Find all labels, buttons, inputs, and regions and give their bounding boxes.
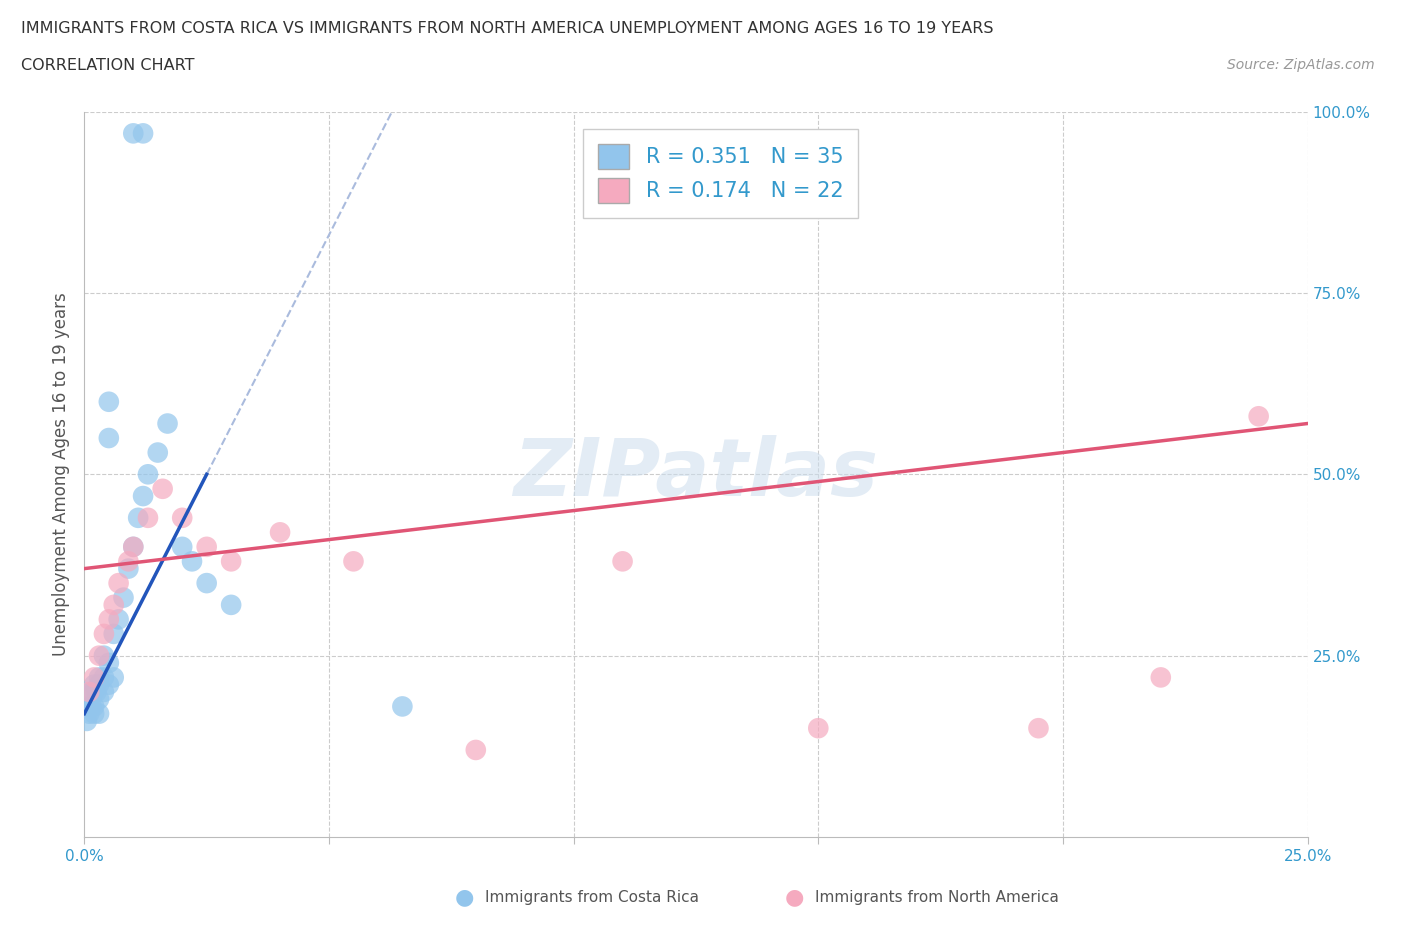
Point (93, 670, 115, 684)
Point (83, 677, 105, 692)
Legend: R = 0.351   N = 35, R = 0.174   N = 22: R = 0.351 N = 35, R = 0.174 N = 22 (583, 129, 858, 218)
Point (172, 539, 194, 554)
Point (76, 713, 98, 728)
Text: CORRELATION CHART: CORRELATION CHART (21, 58, 194, 73)
Point (146, 445, 169, 460)
Point (1150, 670, 1173, 684)
Point (152, 482, 174, 497)
Point (156, 416, 179, 431)
Point (93, 627, 115, 642)
Text: ●: ● (785, 886, 804, 907)
Point (122, 539, 145, 554)
Point (103, 597, 125, 612)
Point (807, 721, 830, 736)
Point (83, 706, 105, 721)
Text: ZIPatlas: ZIPatlas (513, 435, 879, 513)
Point (117, 554, 139, 569)
Text: Source: ZipAtlas.com: Source: ZipAtlas.com (1227, 58, 1375, 72)
Point (342, 554, 364, 569)
Point (87, 677, 110, 692)
Point (83, 670, 105, 684)
Point (107, 576, 129, 591)
Point (136, 467, 159, 482)
Point (103, 627, 125, 642)
Point (136, 511, 159, 525)
Text: IMMIGRANTS FROM COSTA RICA VS IMMIGRANTS FROM NORTH AMERICA UNEMPLOYMENT AMONG A: IMMIGRANTS FROM COSTA RICA VS IMMIGRANTS… (21, 21, 994, 36)
Point (77, 699, 100, 714)
Point (80, 684, 103, 699)
Point (97, 677, 120, 692)
Point (87, 706, 110, 721)
Point (97, 656, 120, 671)
Point (122, 539, 145, 554)
Point (181, 554, 204, 569)
Point (93, 648, 115, 663)
Point (80, 699, 103, 714)
Y-axis label: Unemployment Among Ages 16 to 19 years: Unemployment Among Ages 16 to 19 years (52, 292, 70, 657)
Point (127, 511, 149, 525)
Point (97, 431, 120, 445)
Point (97, 612, 120, 627)
Point (87, 670, 110, 684)
Point (112, 591, 135, 605)
Point (122, 126, 145, 140)
Point (83, 684, 105, 699)
Point (87, 692, 110, 707)
Point (195, 576, 218, 591)
Text: Immigrants from North America: Immigrants from North America (815, 890, 1059, 905)
Point (117, 561, 139, 576)
Point (612, 554, 634, 569)
Point (172, 511, 194, 525)
Point (269, 525, 291, 539)
Text: ●: ● (454, 886, 474, 907)
Text: Immigrants from Costa Rica: Immigrants from Costa Rica (485, 890, 699, 905)
Point (219, 554, 242, 569)
Point (1028, 721, 1050, 736)
Point (132, 488, 155, 503)
Point (93, 684, 115, 699)
Point (195, 539, 218, 554)
Point (97, 394, 120, 409)
Point (132, 126, 155, 140)
Point (83, 699, 105, 714)
Point (1247, 409, 1270, 424)
Point (77, 706, 100, 721)
Point (77, 684, 100, 699)
Point (103, 670, 125, 684)
Point (87, 648, 110, 663)
Point (391, 699, 413, 714)
Point (219, 597, 242, 612)
Point (464, 742, 486, 757)
Point (107, 612, 129, 627)
Point (86, 684, 108, 699)
